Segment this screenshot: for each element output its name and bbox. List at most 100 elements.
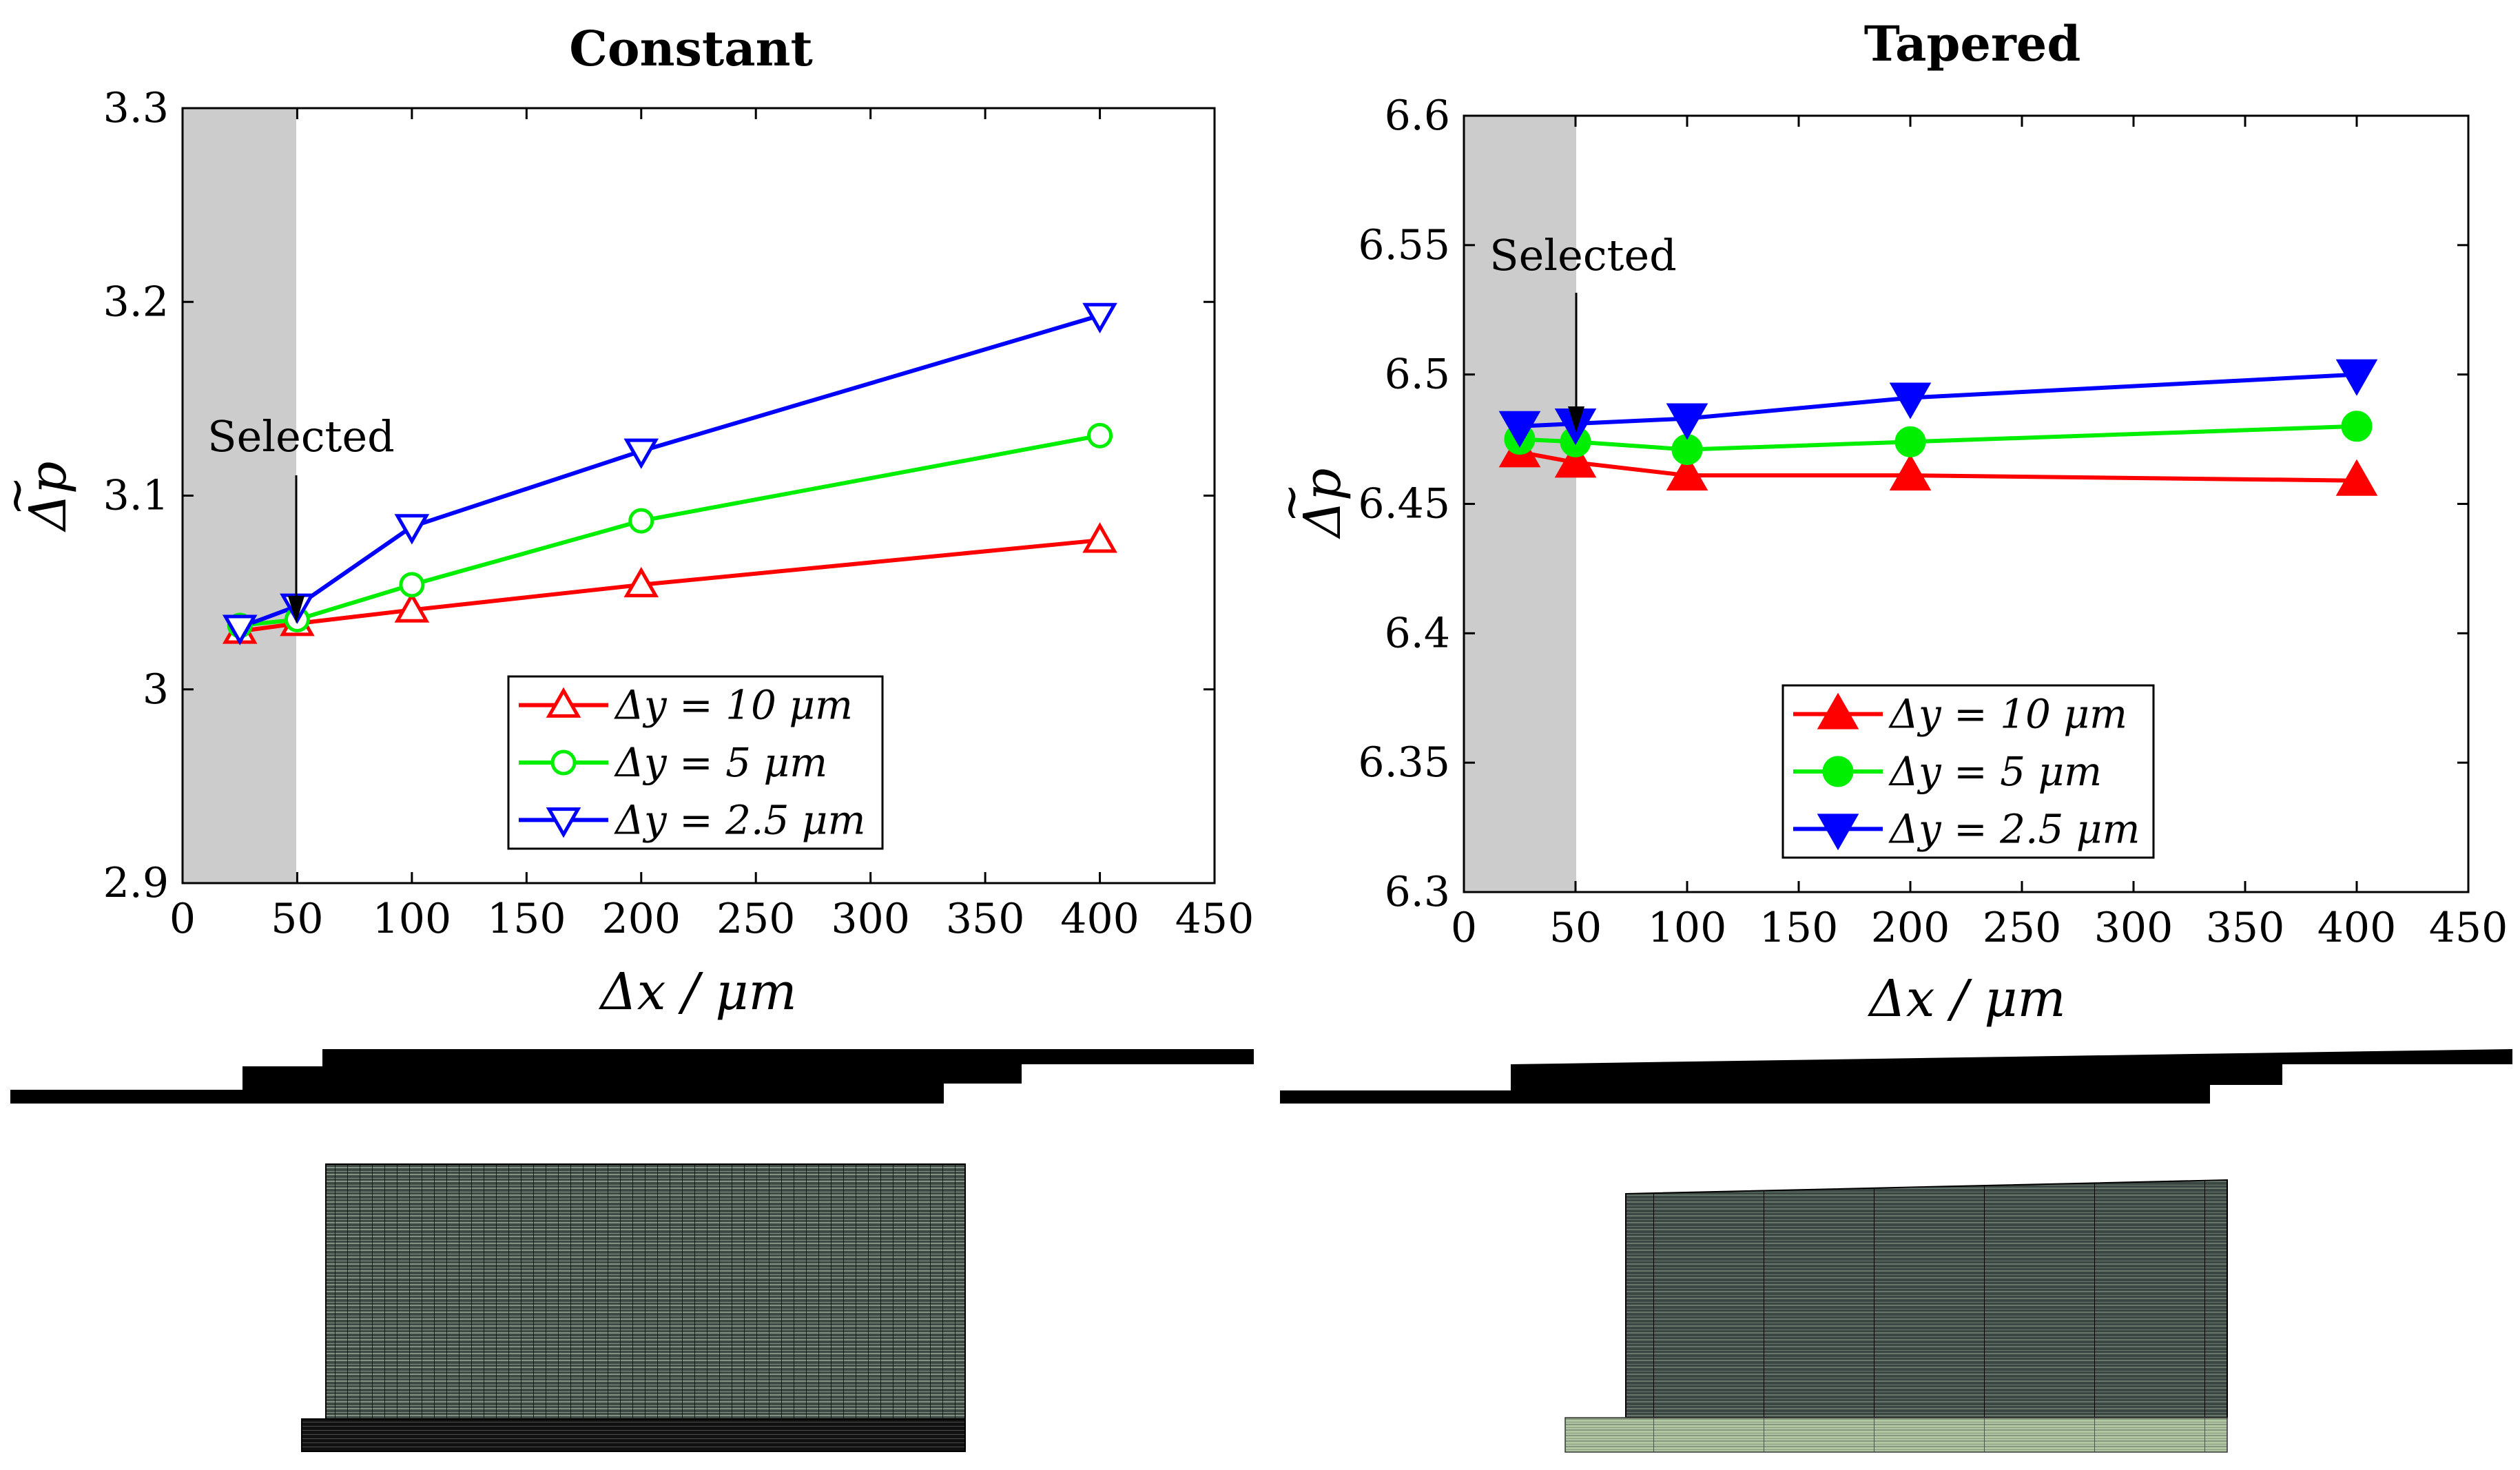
series-line [1519,424,2357,452]
x-tick-label: 0 [1451,904,1477,952]
data-point [1082,302,1117,333]
y-tick-label: 3.2 [103,278,169,326]
legend-label: Δy = 10 μm [1888,691,2127,738]
data-point [2341,411,2373,442]
y-axis-label: Δp [1293,468,1352,540]
data-point [222,614,258,645]
tapered-gap-geometry [1280,1049,2512,1453]
data-point [2335,459,2378,496]
series-line [239,433,1101,628]
data-point [1498,411,1541,448]
y-tick-label: 6.4 [1385,609,1450,657]
x-axis-label: Δx / μm [1867,969,2065,1028]
data-point [394,514,430,545]
mesh-upper-block [325,1163,966,1423]
x-tick-label: 400 [1060,895,1139,943]
data-point [1087,422,1113,448]
data-point [399,572,425,598]
x-tick-label: 100 [1648,904,1727,952]
x-tick-label: 300 [2094,904,2173,952]
y-tick-label: 3.3 [103,84,169,132]
mesh-lower-block [301,1418,966,1452]
data-point [1671,434,1703,466]
x-tick-label: 300 [831,895,910,943]
chart-constant: Constant 0 50 100 150 200 250 300 350 400 450 2.9… [0,20,1254,1022]
x-tick-label: 250 [1983,904,2062,952]
x-axis: 0 50 100 150 200 250 300 350 400 450 [169,108,1254,943]
selected-region-shade [1464,116,1576,892]
data-point [623,566,659,598]
x-tick-label: 250 [716,895,796,943]
chart-tapered: Tapered 0 50 100 150 200 250 300 350 400 450 6.36… [1262,15,2508,1028]
x-tick-label: 50 [1549,904,1602,952]
legend-marker [1817,692,1859,729]
y-tick-label: 6.6 [1385,92,1450,140]
legend-marker [546,687,581,718]
legend-marker [546,807,581,838]
y-axis: 6.3 6.35 6.4 6.45 6.5 6.55 6.6 [1358,92,2468,916]
x-tick-label: 150 [1759,904,1839,952]
x-tick-label: 100 [373,895,452,943]
y-tick-label: 3 [143,665,169,714]
y-tick-label: 6.55 [1358,221,1450,269]
constant-gap-geometry [10,1049,1254,1452]
selected-annotation: Selected [1489,230,1677,433]
x-axis-label: Δx / μm [598,962,796,1022]
y-tick-label: 6.3 [1385,868,1450,916]
chart-title: Tapered [1864,15,2081,72]
y-axis: 2.9 3 3.1 3.2 3.3 [103,84,1215,907]
x-tick-label: 150 [487,895,566,943]
y-axis-label-tilde: ~ [0,476,44,517]
chart-title: Constant [569,20,813,77]
data-point [1082,522,1117,553]
x-axis: 0 50 100 150 200 250 300 350 400 450 [1451,116,2508,952]
data-point [1894,426,1926,457]
legend-marker [1822,756,1854,787]
series-lines [222,302,1117,645]
selected-region-shade [183,108,296,883]
data-point [623,438,659,469]
series-lines [1498,359,2378,496]
mesh-lower-block [1564,1417,2228,1453]
annotation-label: Selected [207,411,395,462]
legend-label: Δy = 2.5 μm [1888,805,2140,852]
annotation-arrowhead [1568,406,1584,433]
data-point [1554,441,1597,478]
y-tick-label: 6.45 [1358,480,1450,528]
legend-marker [1817,814,1859,851]
data-point [1889,454,1932,491]
x-tick-label: 0 [169,895,196,943]
y-axis-label-tilde: ~ [1262,483,1319,524]
data-point [394,592,430,623]
y-tick-label: 6.5 [1385,351,1450,399]
series-line [1519,372,2357,428]
mesh-upper-block [1625,1179,2228,1418]
series-line [239,538,1100,634]
selected-annotation: Selected [207,411,395,623]
x-tick-label: 350 [2206,904,2285,952]
legend-label: Δy = 10 μm [614,682,853,729]
legend: Δy = 10 μm Δy = 5 μm Δy = 2.5 μm [507,675,884,850]
legend: Δy = 10 μm Δy = 5 μm Δy = 2.5 μm [1781,684,2155,859]
data-point [628,508,654,534]
x-tick-label: 450 [1175,895,1254,943]
y-tick-label: 3.1 [103,472,169,520]
annotation-label: Selected [1489,230,1677,280]
y-tick-label: 2.9 [103,859,169,907]
x-tick-label: 350 [946,895,1025,943]
geometry-profile [10,1049,1254,1104]
data-point [2335,359,2378,396]
geometry-profile [1280,1049,2512,1104]
x-tick-label: 200 [1871,904,1950,952]
y-axis-label: Δp [19,462,78,533]
series-line [1519,450,2357,483]
data-point [1666,454,1708,491]
y-tick-label: 6.35 [1358,738,1450,787]
legend-label: Δy = 2.5 μm [614,796,866,843]
annotation-arrowhead [288,596,304,623]
legend-marker [550,749,577,776]
legend-label: Δy = 5 μm [1888,748,2102,795]
data-point [1889,382,1932,420]
data-point [1666,403,1708,440]
